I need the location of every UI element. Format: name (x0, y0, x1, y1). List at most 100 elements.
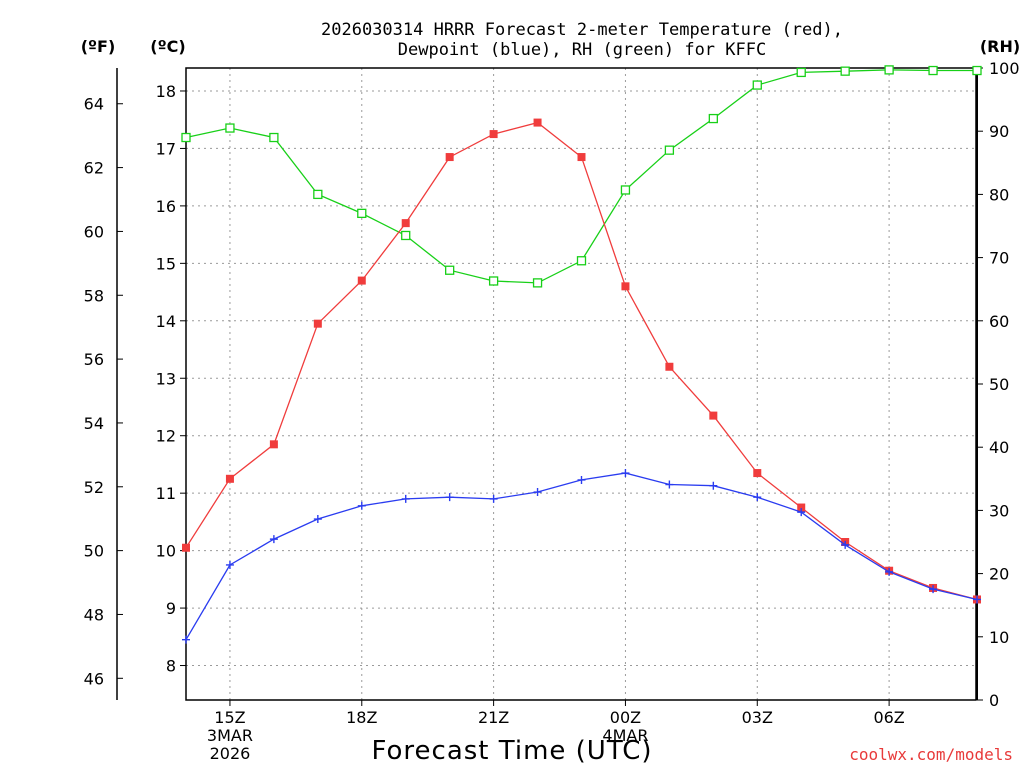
temperature-point (489, 130, 498, 139)
x-axis-title: Forecast Time (UTC) (371, 736, 652, 766)
dewpoint-point (621, 469, 630, 478)
time-tick-label: 3MAR (207, 726, 253, 745)
celsius-axis: 8 9 10 11 12 13 14 15 16 17 18 (156, 82, 186, 676)
rh-line (185, 69, 977, 284)
celsius-tick-label: 16 (156, 197, 176, 216)
temperature-point (269, 440, 278, 449)
rh-point (181, 132, 191, 143)
celsius-tick-label: 17 (156, 139, 176, 158)
rh-point (313, 189, 323, 200)
rh-point (796, 67, 806, 78)
fahrenheit-tick-label: 60 (84, 222, 104, 241)
dewpoint-point (225, 560, 234, 569)
dewpoint-point (929, 585, 938, 594)
time-tick-label: 4MAR (602, 726, 648, 745)
dewpoint-point (445, 493, 454, 502)
dewpoint-line (185, 472, 978, 641)
rh-tick-label: 90 (989, 122, 1009, 141)
celsius-tick-label: 15 (156, 254, 176, 273)
chart-title-line-2: Dewpoint (blue), RH (green) for KFFC (398, 40, 766, 60)
rh-tick-label: 30 (989, 501, 1009, 520)
temperature-point (313, 319, 322, 328)
temperature-point (665, 362, 674, 371)
fahrenheit-tick-label: 58 (84, 286, 104, 305)
rh-tick-label: 80 (989, 185, 1009, 204)
fahrenheit-unit-label: (ºF) (81, 37, 116, 56)
fahrenheit-tick-label: 62 (84, 159, 104, 178)
temperature-point (445, 153, 454, 162)
dewpoint-point (753, 493, 762, 502)
temperature-series (182, 118, 981, 604)
celsius-tick-label: 11 (156, 484, 176, 503)
fahrenheit-tick-label: 64 (84, 95, 104, 114)
dewpoint-point (709, 481, 718, 490)
rh-point (840, 66, 850, 76)
dewpoint-point (489, 494, 498, 503)
rh-point (225, 123, 235, 133)
dewpoint-point (357, 501, 366, 510)
dewpoint-point (401, 494, 410, 503)
dewpoint-point (885, 567, 894, 576)
celsius-tick-label: 12 (156, 427, 176, 446)
time-tick-label: 2026 (210, 744, 251, 763)
rh-point (401, 230, 411, 241)
celsius-tick-label: 14 (156, 312, 176, 331)
celsius-unit-label: (ºC) (150, 37, 185, 56)
temperature-point (753, 469, 762, 478)
dewpoint-point (665, 480, 674, 489)
dewpoint-point (533, 488, 542, 497)
rh-tick-label: 70 (989, 249, 1009, 268)
rh-tick-label: 0 (989, 691, 999, 710)
celsius-tick-label: 9 (166, 599, 176, 618)
rh-point (708, 113, 718, 124)
time-tick-label: 06Z (873, 708, 904, 727)
time-tick-label: 21Z (478, 708, 509, 727)
fahrenheit-tick-label: 54 (84, 414, 104, 433)
chart-title: 2026030314 HRRR Forecast 2-meter Tempera… (321, 20, 843, 60)
rh-point (576, 256, 587, 266)
rh-point (664, 145, 675, 155)
rh-point (445, 265, 455, 275)
dewpoint-point (182, 635, 190, 644)
dewpoint-point (973, 595, 981, 604)
time-tick-label: 18Z (346, 708, 377, 727)
temperature-point (577, 153, 586, 162)
temperature-point (709, 411, 718, 420)
rh-point (752, 80, 762, 90)
rh-point (269, 132, 279, 143)
rh-tick-label: 100 (989, 59, 1020, 78)
time-tick-label: 03Z (742, 708, 773, 727)
dewpoint-point (269, 535, 278, 544)
rh-axis: 0 10 20 30 40 50 60 70 80 90 100 (977, 59, 1020, 710)
celsius-tick-label: 13 (156, 369, 176, 388)
dewpoint-point (313, 515, 322, 524)
dewpoint-series (182, 469, 981, 644)
celsius-tick-label: 8 (166, 657, 176, 676)
temperature-point (797, 503, 806, 512)
rh-point (357, 208, 367, 219)
rh-tick-label: 50 (989, 375, 1009, 394)
rh-tick-label: 20 (989, 565, 1009, 584)
temperature-point (401, 219, 410, 228)
dewpoint-point (797, 508, 806, 517)
time-tick-label: 15Z (214, 708, 245, 727)
fahrenheit-tick-label: 56 (84, 350, 104, 369)
grid-lines (186, 68, 977, 700)
celsius-tick-label: 18 (156, 82, 176, 101)
temperature-point (533, 118, 542, 127)
chart-title-line-1: 2026030314 HRRR Forecast 2-meter Tempera… (321, 20, 843, 40)
rh-point (928, 65, 938, 76)
fahrenheit-tick-label: 50 (84, 542, 104, 561)
temperature-point (182, 543, 190, 552)
temperature-point (357, 276, 366, 285)
rh-tick-label: 60 (989, 312, 1009, 331)
fahrenheit-tick-label: 46 (84, 669, 104, 688)
time-tick-label: 00Z (610, 708, 641, 727)
dewpoint-point (841, 540, 850, 549)
temperature-line (185, 121, 978, 601)
rh-tick-label: 10 (989, 628, 1009, 647)
fahrenheit-tick-label: 52 (84, 478, 104, 497)
rh-point (488, 276, 499, 286)
rh-tick-label: 40 (989, 438, 1009, 457)
